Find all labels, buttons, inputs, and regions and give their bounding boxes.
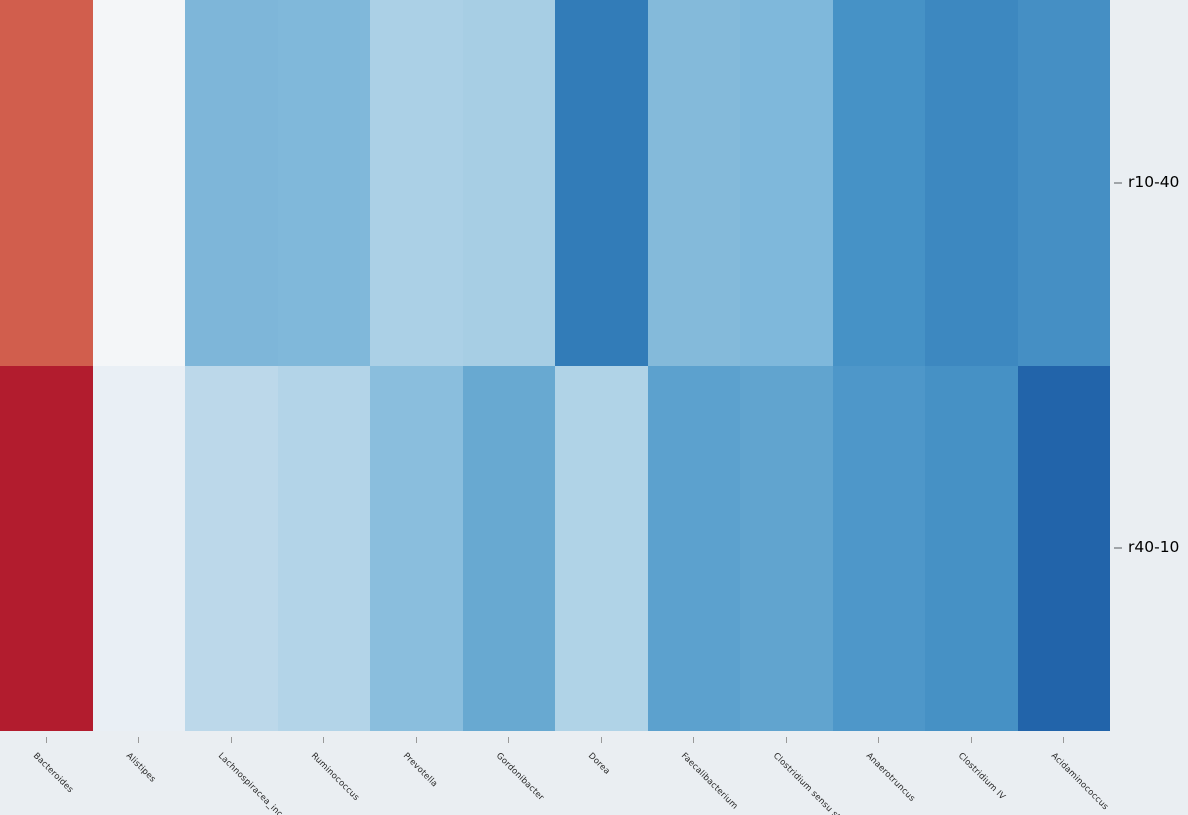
heatmap-cell-r10-40-Clostridium IV — [925, 0, 1018, 366]
heatmap-cell-r10-40-Acidaminococcus — [1017, 0, 1110, 366]
heatmap-cell-r40-10-Faecalibacterium — [647, 365, 740, 731]
heatmap-cell-r40-10-Ruminococcus — [277, 365, 370, 731]
x-tick — [970, 737, 972, 743]
x-tick — [323, 737, 325, 743]
y-tick — [1114, 547, 1122, 550]
heatmap-cell-r40-10-Anaerotruncus — [832, 365, 925, 731]
y-tick-label: r10-40 — [1128, 172, 1180, 191]
heatmap-cell-r10-40-Clostridium sensu stricto — [740, 0, 833, 366]
x-tick — [230, 737, 232, 743]
x-tick — [45, 737, 47, 743]
heatmap-grid — [0, 0, 1110, 731]
x-tick-label: Clostridium sensu stricto — [771, 751, 857, 815]
heatmap-cell-r40-10-Gordonibacter — [462, 365, 555, 731]
x-tick-label: Acidaminococcus — [1048, 751, 1110, 813]
x-tick — [693, 737, 695, 743]
heatmap-cell-r40-10-Dorea — [555, 365, 648, 731]
x-tick — [785, 737, 787, 743]
x-tick — [1063, 737, 1065, 743]
heatmap-cell-r40-10-Bacteroides — [0, 365, 93, 731]
x-tick-label: Ruminococcus — [308, 751, 361, 804]
heatmap-cell-r40-10-Alistipes — [92, 365, 185, 731]
x-tick — [138, 737, 140, 743]
heatmap-cell-r40-10-Clostridium IV — [925, 365, 1018, 731]
x-tick — [508, 737, 510, 743]
x-tick — [415, 737, 417, 743]
heatmap-cell-r40-10-Clostridium sensu stricto — [740, 365, 833, 731]
x-tick — [600, 737, 602, 743]
heatmap-cell-r10-40-Dorea — [555, 0, 648, 366]
x-tick-label: Anaerotruncus — [863, 751, 917, 804]
x-tick-label: Faecalibacterium — [678, 751, 740, 812]
heatmap-cell-r10-40-Prevotella — [370, 0, 463, 366]
heatmap-cell-r10-40-Gordonibacter — [462, 0, 555, 366]
heatmap-cell-r40-10-Prevotella — [370, 365, 463, 731]
heatmap-cell-r10-40-Bacteroides — [0, 0, 93, 366]
x-tick — [878, 737, 880, 743]
x-tick-label: Alistipes — [123, 751, 158, 785]
x-tick-label: Lachnospiracea_incertae_sedis — [216, 751, 321, 815]
x-tick-label: Gordonibacter — [493, 751, 546, 803]
heatmap-cell-r10-40-Faecalibacterium — [647, 0, 740, 366]
y-tick — [1114, 181, 1122, 184]
x-tick-label: Prevotella — [401, 751, 440, 790]
heatmap-cell-r40-10-Lachnospiracea_incertae_sedis — [185, 365, 278, 731]
x-tick-label: Clostridium IV — [956, 751, 1008, 803]
heatmap-cell-r10-40-Ruminococcus — [277, 0, 370, 366]
heatmap-cell-r10-40-Lachnospiracea_incertae_sedis — [185, 0, 278, 366]
y-tick-label: r40-10 — [1128, 538, 1180, 557]
heatmap-cell-r10-40-Anaerotruncus — [832, 0, 925, 366]
x-tick-label: Dorea — [586, 751, 612, 777]
heatmap-cell-r10-40-Alistipes — [92, 0, 185, 366]
x-tick-label: Bacteroides — [31, 751, 76, 796]
heatmap-cell-r40-10-Acidaminococcus — [1017, 365, 1110, 731]
